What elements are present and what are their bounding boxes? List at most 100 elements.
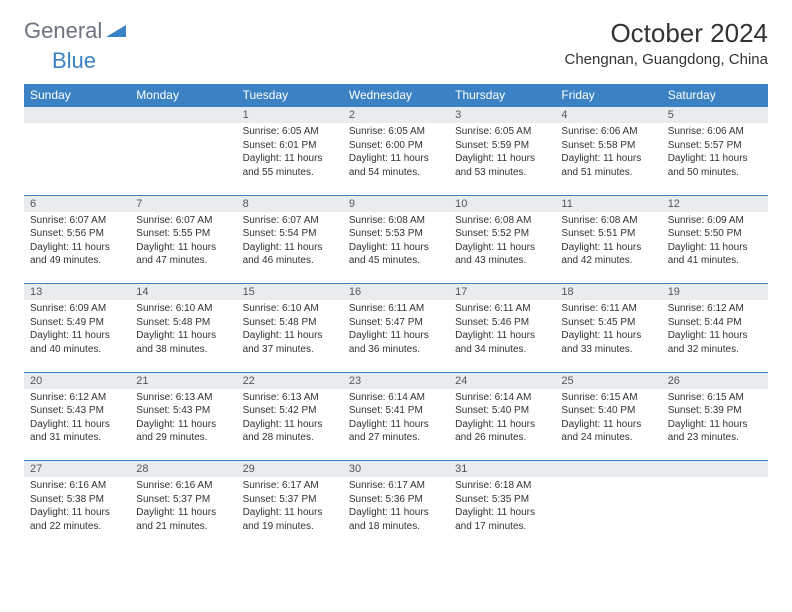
daylight-text: Daylight: 11 hours and 23 minutes. — [668, 418, 762, 445]
day-number: 1 — [237, 107, 343, 124]
daylight-text: Daylight: 11 hours and 43 minutes. — [455, 241, 549, 268]
day-number: 12 — [662, 195, 768, 212]
day-details: Sunrise: 6:07 AMSunset: 5:54 PMDaylight:… — [237, 212, 343, 270]
sunset-text: Sunset: 5:38 PM — [30, 493, 124, 507]
sunrise-text: Sunrise: 6:05 AM — [349, 125, 443, 139]
day-details: Sunrise: 6:14 AMSunset: 5:41 PMDaylight:… — [343, 389, 449, 447]
daylight-text: Daylight: 11 hours and 19 minutes. — [243, 506, 337, 533]
sunset-text: Sunset: 5:40 PM — [561, 404, 655, 418]
sunrise-text: Sunrise: 6:14 AM — [349, 391, 443, 405]
sunrise-text: Sunrise: 6:17 AM — [243, 479, 337, 493]
day-details: Sunrise: 6:12 AMSunset: 5:44 PMDaylight:… — [662, 300, 768, 358]
day-details: Sunrise: 6:13 AMSunset: 5:43 PMDaylight:… — [130, 389, 236, 447]
day-cell: Sunrise: 6:10 AMSunset: 5:48 PMDaylight:… — [130, 300, 236, 372]
sunset-text: Sunset: 5:46 PM — [455, 316, 549, 330]
day-number: 20 — [24, 372, 130, 389]
day-details: Sunrise: 6:07 AMSunset: 5:56 PMDaylight:… — [24, 212, 130, 270]
title-block: October 2024 Chengnan, Guangdong, China — [565, 18, 769, 68]
day-cell: Sunrise: 6:05 AMSunset: 6:01 PMDaylight:… — [237, 123, 343, 195]
day-cell: Sunrise: 6:05 AMSunset: 6:00 PMDaylight:… — [343, 123, 449, 195]
day-details: Sunrise: 6:13 AMSunset: 5:42 PMDaylight:… — [237, 389, 343, 447]
day-cell: Sunrise: 6:06 AMSunset: 5:58 PMDaylight:… — [555, 123, 661, 195]
day-details: Sunrise: 6:05 AMSunset: 5:59 PMDaylight:… — [449, 123, 555, 181]
day-details: Sunrise: 6:11 AMSunset: 5:46 PMDaylight:… — [449, 300, 555, 358]
month-title: October 2024 — [565, 18, 769, 49]
day-number: 29 — [237, 461, 343, 478]
day-number: 25 — [555, 372, 661, 389]
sunset-text: Sunset: 5:43 PM — [30, 404, 124, 418]
day-details: Sunrise: 6:15 AMSunset: 5:40 PMDaylight:… — [555, 389, 661, 447]
day-details: Sunrise: 6:09 AMSunset: 5:49 PMDaylight:… — [24, 300, 130, 358]
day-header-thursday: Thursday — [449, 84, 555, 107]
sunrise-text: Sunrise: 6:17 AM — [349, 479, 443, 493]
sunrise-text: Sunrise: 6:07 AM — [243, 214, 337, 228]
day-cell: Sunrise: 6:13 AMSunset: 5:42 PMDaylight:… — [237, 389, 343, 461]
day-number: 11 — [555, 195, 661, 212]
daylight-text: Daylight: 11 hours and 17 minutes. — [455, 506, 549, 533]
day-cell: Sunrise: 6:10 AMSunset: 5:48 PMDaylight:… — [237, 300, 343, 372]
sunrise-text: Sunrise: 6:14 AM — [455, 391, 549, 405]
day-number: 23 — [343, 372, 449, 389]
day-details — [130, 123, 236, 127]
daylight-text: Daylight: 11 hours and 22 minutes. — [30, 506, 124, 533]
day-cell: Sunrise: 6:07 AMSunset: 5:54 PMDaylight:… — [237, 212, 343, 284]
sunset-text: Sunset: 6:01 PM — [243, 139, 337, 153]
day-number: 2 — [343, 107, 449, 124]
sunset-text: Sunset: 5:58 PM — [561, 139, 655, 153]
daylight-text: Daylight: 11 hours and 26 minutes. — [455, 418, 549, 445]
day-cell: Sunrise: 6:09 AMSunset: 5:49 PMDaylight:… — [24, 300, 130, 372]
sunrise-text: Sunrise: 6:07 AM — [136, 214, 230, 228]
sunrise-text: Sunrise: 6:13 AM — [136, 391, 230, 405]
day-number: 3 — [449, 107, 555, 124]
day-number: 13 — [24, 284, 130, 301]
day-number: 19 — [662, 284, 768, 301]
calendar-page: General October 2024 Chengnan, Guangdong… — [0, 0, 792, 567]
sunset-text: Sunset: 5:41 PM — [349, 404, 443, 418]
daylight-text: Daylight: 11 hours and 45 minutes. — [349, 241, 443, 268]
day-details — [24, 123, 130, 127]
day-details: Sunrise: 6:18 AMSunset: 5:35 PMDaylight:… — [449, 477, 555, 535]
day-header-tuesday: Tuesday — [237, 84, 343, 107]
sunset-text: Sunset: 5:37 PM — [243, 493, 337, 507]
day-details: Sunrise: 6:08 AMSunset: 5:52 PMDaylight:… — [449, 212, 555, 270]
daylight-text: Daylight: 11 hours and 27 minutes. — [349, 418, 443, 445]
day-details: Sunrise: 6:16 AMSunset: 5:37 PMDaylight:… — [130, 477, 236, 535]
sunrise-text: Sunrise: 6:08 AM — [561, 214, 655, 228]
sunset-text: Sunset: 5:42 PM — [243, 404, 337, 418]
day-cell: Sunrise: 6:15 AMSunset: 5:40 PMDaylight:… — [555, 389, 661, 461]
sunrise-text: Sunrise: 6:15 AM — [668, 391, 762, 405]
day-details: Sunrise: 6:12 AMSunset: 5:43 PMDaylight:… — [24, 389, 130, 447]
daylight-text: Daylight: 11 hours and 37 minutes. — [243, 329, 337, 356]
day-cell: Sunrise: 6:09 AMSunset: 5:50 PMDaylight:… — [662, 212, 768, 284]
daylight-text: Daylight: 11 hours and 51 minutes. — [561, 152, 655, 179]
sunrise-text: Sunrise: 6:16 AM — [136, 479, 230, 493]
sunrise-text: Sunrise: 6:11 AM — [561, 302, 655, 316]
day-number: 15 — [237, 284, 343, 301]
day-header-saturday: Saturday — [662, 84, 768, 107]
day-number — [662, 461, 768, 478]
day-details: Sunrise: 6:15 AMSunset: 5:39 PMDaylight:… — [662, 389, 768, 447]
day-number: 31 — [449, 461, 555, 478]
day-number: 30 — [343, 461, 449, 478]
sunset-text: Sunset: 5:53 PM — [349, 227, 443, 241]
day-cell: Sunrise: 6:07 AMSunset: 5:55 PMDaylight:… — [130, 212, 236, 284]
day-details: Sunrise: 6:08 AMSunset: 5:51 PMDaylight:… — [555, 212, 661, 270]
day-details: Sunrise: 6:08 AMSunset: 5:53 PMDaylight:… — [343, 212, 449, 270]
sunset-text: Sunset: 6:00 PM — [349, 139, 443, 153]
sunset-text: Sunset: 5:54 PM — [243, 227, 337, 241]
day-number: 16 — [343, 284, 449, 301]
daylight-text: Daylight: 11 hours and 29 minutes. — [136, 418, 230, 445]
sunset-text: Sunset: 5:47 PM — [349, 316, 443, 330]
sunrise-text: Sunrise: 6:06 AM — [561, 125, 655, 139]
daylight-text: Daylight: 11 hours and 47 minutes. — [136, 241, 230, 268]
day-cell — [662, 477, 768, 549]
day-number: 14 — [130, 284, 236, 301]
daylight-text: Daylight: 11 hours and 34 minutes. — [455, 329, 549, 356]
sunset-text: Sunset: 5:48 PM — [136, 316, 230, 330]
daylight-text: Daylight: 11 hours and 42 minutes. — [561, 241, 655, 268]
day-number: 22 — [237, 372, 343, 389]
day-details: Sunrise: 6:05 AMSunset: 6:00 PMDaylight:… — [343, 123, 449, 181]
day-number: 27 — [24, 461, 130, 478]
day-cell: Sunrise: 6:18 AMSunset: 5:35 PMDaylight:… — [449, 477, 555, 549]
daylight-text: Daylight: 11 hours and 46 minutes. — [243, 241, 337, 268]
